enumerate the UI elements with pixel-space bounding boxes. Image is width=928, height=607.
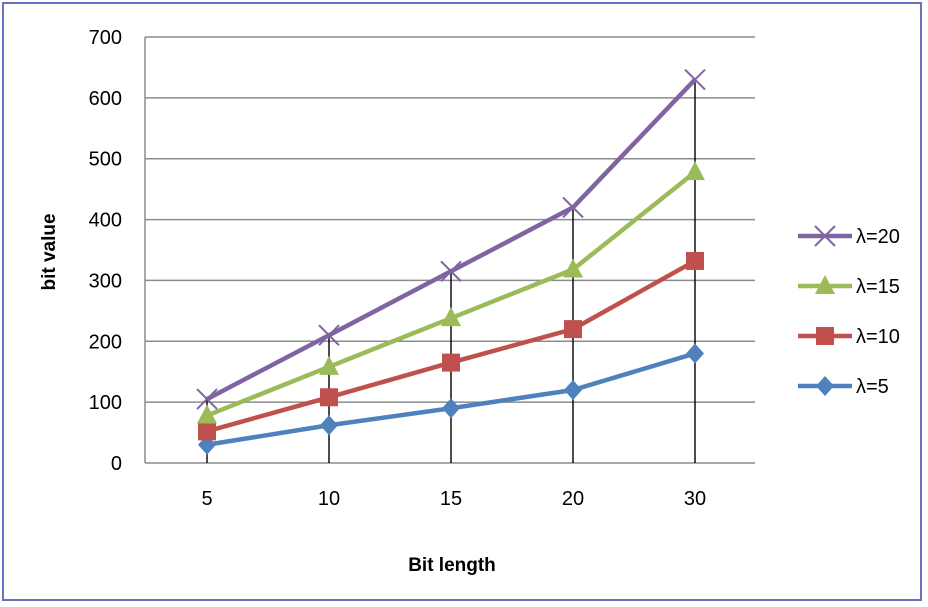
y-tick-labels: 0 100 200 300 400 500 600 700: [89, 27, 122, 475]
data-point: [684, 68, 706, 91]
y-tick-label: 700: [89, 27, 122, 49]
y-tick-label: 300: [89, 270, 122, 292]
data-point: [441, 307, 461, 327]
data-point: [198, 422, 216, 441]
data-point: [442, 353, 460, 372]
data-point: [196, 388, 218, 410]
series-lines: [196, 68, 706, 455]
legend: λ=20 λ=15 λ=10 λ=5: [798, 225, 900, 398]
data-point: [562, 196, 584, 219]
y-tick-label: 500: [89, 149, 122, 171]
legend-marker: [815, 275, 835, 294]
legend-label: λ=20: [856, 226, 900, 248]
legend-label: λ=10: [856, 326, 900, 348]
x-tick-label: 10: [318, 488, 340, 510]
chart-frame: [2, 2, 922, 601]
gridlines: [144, 36, 755, 464]
y-axis-title: bit value: [39, 213, 60, 290]
y-tick-label: 200: [89, 331, 122, 353]
data-point: [686, 343, 704, 364]
legend-marker: [814, 225, 836, 247]
y-tick-label: 400: [89, 210, 122, 232]
data-point: [685, 161, 705, 181]
data-point: [442, 398, 460, 419]
x-tick-label: 30: [684, 488, 706, 510]
data-point: [320, 388, 338, 407]
x-axis-title: Bit length: [408, 555, 496, 576]
x-tick-label: 5: [201, 488, 212, 510]
x-tick-labels: 5 10 15 20 30: [201, 488, 706, 510]
legend-label: λ=5: [856, 376, 889, 398]
legend-marker: [816, 327, 834, 345]
data-point: [440, 260, 462, 283]
data-point: [563, 258, 583, 278]
x-tick-label: 20: [562, 488, 584, 510]
data-point: [686, 251, 704, 270]
data-point: [320, 415, 338, 436]
y-tick-label: 600: [89, 88, 122, 110]
y-tick-label: 100: [89, 392, 122, 414]
x-tick-label: 15: [440, 488, 462, 510]
y-tick-label: 0: [111, 453, 122, 475]
data-point: [318, 324, 340, 346]
data-point: [197, 404, 217, 424]
data-point: [319, 355, 339, 375]
data-point: [564, 320, 582, 339]
legend-label: λ=15: [856, 276, 900, 298]
legend-marker: [816, 376, 834, 396]
data-point: [564, 379, 582, 400]
